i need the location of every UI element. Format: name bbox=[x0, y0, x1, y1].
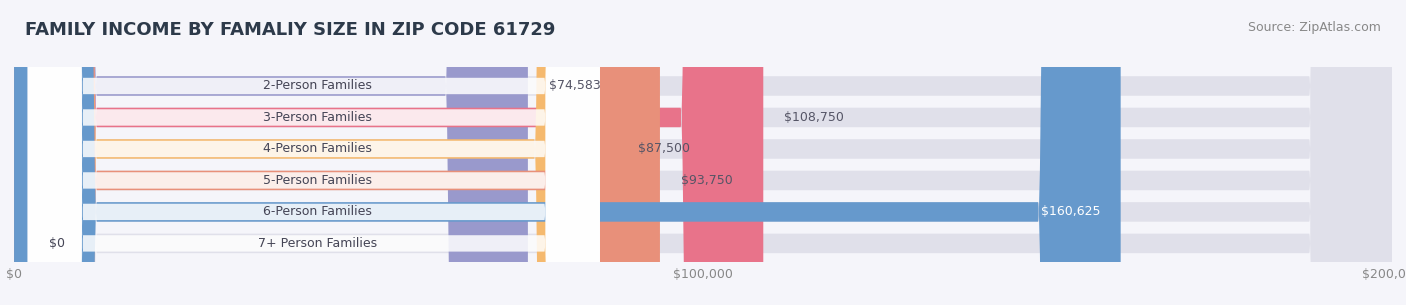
FancyBboxPatch shape bbox=[28, 0, 600, 305]
FancyBboxPatch shape bbox=[28, 0, 600, 305]
Text: $160,625: $160,625 bbox=[1040, 206, 1099, 218]
FancyBboxPatch shape bbox=[14, 0, 527, 305]
Text: 6-Person Families: 6-Person Families bbox=[263, 206, 371, 218]
FancyBboxPatch shape bbox=[28, 0, 600, 305]
Text: FAMILY INCOME BY FAMALIY SIZE IN ZIP CODE 61729: FAMILY INCOME BY FAMALIY SIZE IN ZIP COD… bbox=[25, 21, 555, 39]
Text: 2-Person Families: 2-Person Families bbox=[263, 80, 371, 92]
Text: Source: ZipAtlas.com: Source: ZipAtlas.com bbox=[1247, 21, 1381, 34]
FancyBboxPatch shape bbox=[28, 0, 600, 305]
FancyBboxPatch shape bbox=[14, 0, 1121, 305]
FancyBboxPatch shape bbox=[14, 0, 1392, 305]
FancyBboxPatch shape bbox=[14, 0, 763, 305]
Text: $108,750: $108,750 bbox=[785, 111, 844, 124]
Text: $93,750: $93,750 bbox=[681, 174, 733, 187]
FancyBboxPatch shape bbox=[28, 0, 600, 305]
FancyBboxPatch shape bbox=[14, 0, 1392, 305]
FancyBboxPatch shape bbox=[14, 0, 1392, 305]
Text: 5-Person Families: 5-Person Families bbox=[263, 174, 371, 187]
FancyBboxPatch shape bbox=[14, 0, 1392, 305]
FancyBboxPatch shape bbox=[28, 0, 600, 305]
Text: $74,583: $74,583 bbox=[548, 80, 600, 92]
FancyBboxPatch shape bbox=[14, 0, 1392, 305]
FancyBboxPatch shape bbox=[14, 0, 1392, 305]
Text: 4-Person Families: 4-Person Families bbox=[263, 142, 371, 156]
Text: $0: $0 bbox=[48, 237, 65, 250]
FancyBboxPatch shape bbox=[14, 0, 659, 305]
Text: $87,500: $87,500 bbox=[637, 142, 689, 156]
Text: 7+ Person Families: 7+ Person Families bbox=[257, 237, 377, 250]
Text: 3-Person Families: 3-Person Families bbox=[263, 111, 371, 124]
FancyBboxPatch shape bbox=[14, 0, 617, 305]
